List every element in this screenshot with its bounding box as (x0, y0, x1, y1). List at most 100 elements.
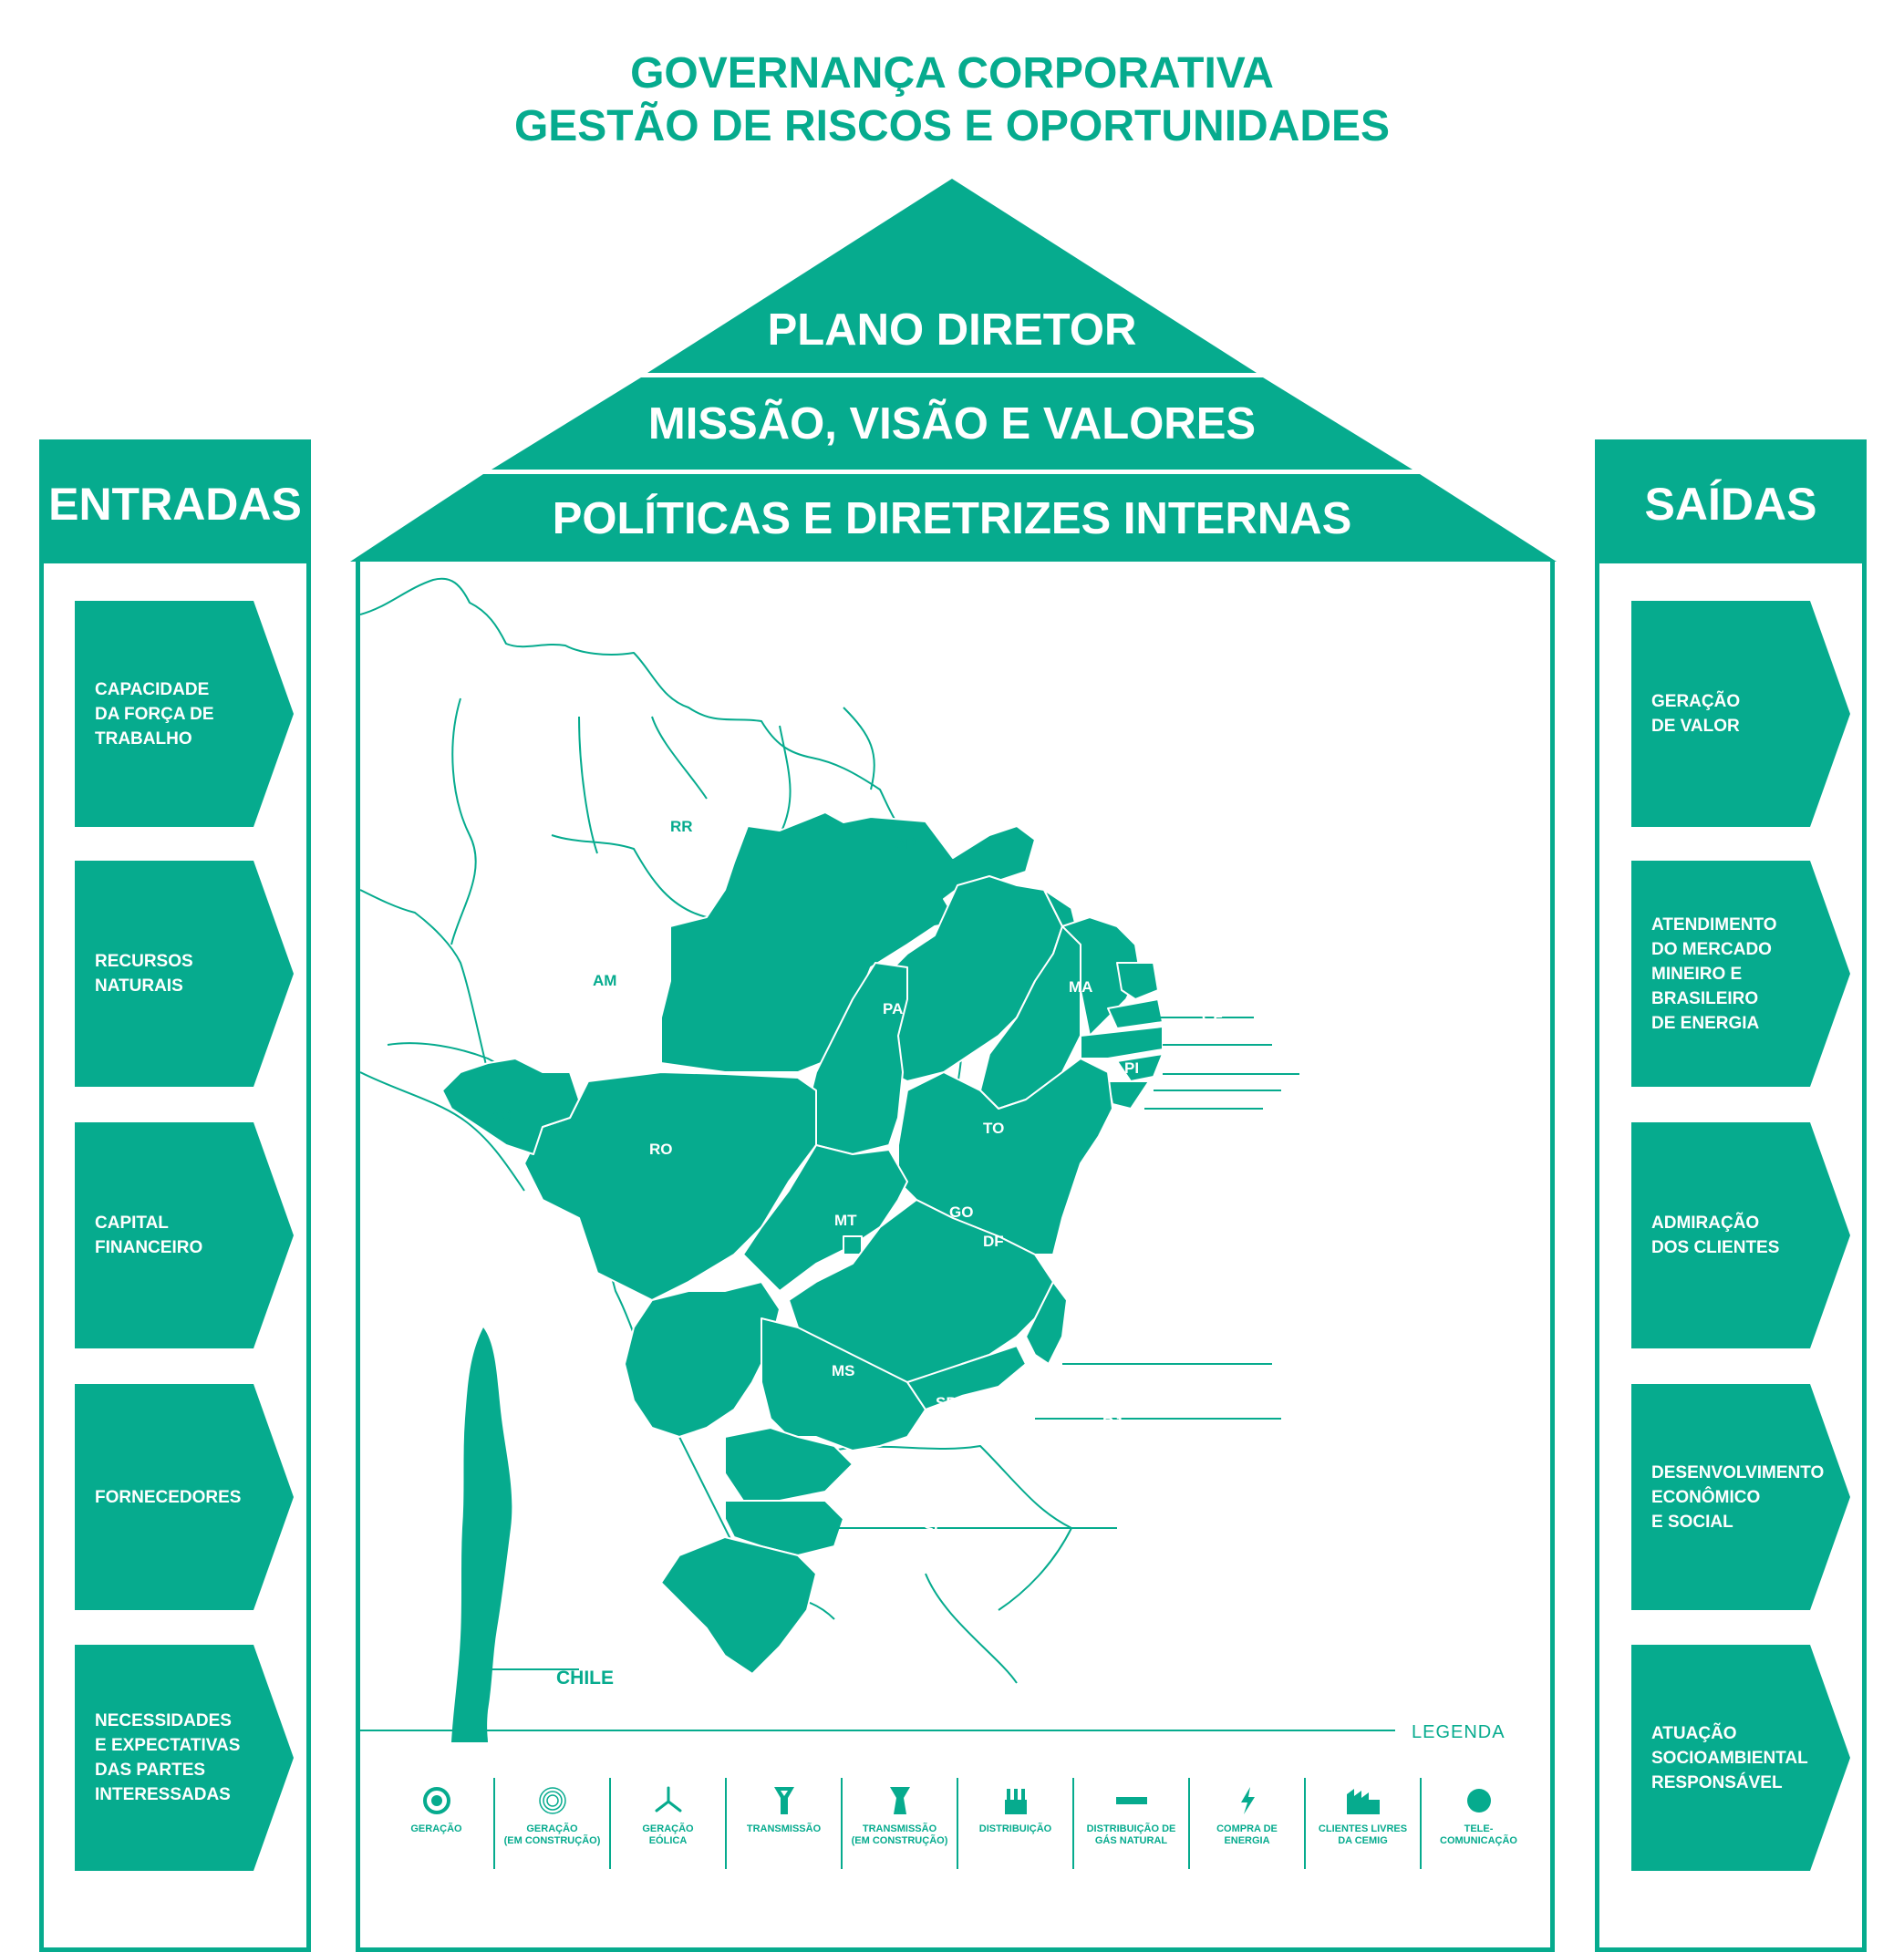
state-label-mg: MG (1072, 1266, 1098, 1284)
saidas-item-label: ATENDIMENTO DO MERCADO MINEIRO E BRASILE… (1651, 914, 1777, 1033)
state-to (806, 962, 908, 1155)
state-pe (1080, 1026, 1164, 1059)
entradas-item-label: CAPACIDADE DA FORÇA DE TRABALHO (95, 679, 214, 749)
state-go (742, 1144, 908, 1292)
legend-label: TELE- COMUNICAÇÃO (1440, 1823, 1517, 1846)
saidas-column: SAÍDAS (1595, 439, 1867, 1952)
legend-divider (1304, 1778, 1306, 1869)
transmission-tower-icon (726, 1785, 842, 1816)
legend-item-2: GERAÇÃO (EM CONSTRUÇÃO) (494, 1785, 610, 1847)
state-label-am: AM (593, 972, 617, 989)
legend-label: CLIENTES LIVRES DA CEMIG (1318, 1823, 1408, 1846)
state-label-sp: SP (936, 1394, 957, 1411)
chile-shape (451, 1327, 512, 1742)
telecom-icon (1421, 1785, 1537, 1816)
state-ms (624, 1281, 781, 1438)
roof-band-missao (492, 377, 1412, 470)
gas-distribution-icon (1073, 1785, 1189, 1816)
state-label-to: TO (983, 1120, 1005, 1137)
entradas-arrow-5: NECESSIDADES E EXPECTATIVAS DAS PARTES I… (75, 1645, 294, 1871)
legend-label: TRANSMISSÃO (746, 1823, 822, 1834)
plano-diretor-label: PLANO DIRETOR (767, 305, 1137, 355)
state-rs (660, 1536, 817, 1675)
legend-divider (841, 1778, 843, 1869)
factory-icon (1305, 1785, 1421, 1816)
entradas-arrow-4: FORNECEDORES (75, 1384, 294, 1610)
title-line-1: GOVERNANÇA CORPORATIVA (630, 49, 1274, 98)
state-label-ms: MS (832, 1362, 855, 1379)
chile-label: CHILE (556, 1668, 614, 1689)
legend-divider (1420, 1778, 1422, 1869)
politicas-label: POLÍTICAS E DIRETRIZES INTERNAS (552, 494, 1352, 543)
entradas-item-label: NECESSIDADES E EXPECTATIVAS DAS PARTES I… (95, 1711, 241, 1804)
distribution-icon (957, 1785, 1073, 1816)
saidas-arrow-5: ATUAÇÃO SOCIOAMBIENTAL RESPONSÁVEL (1631, 1645, 1850, 1871)
state-sc (724, 1500, 844, 1556)
saidas-arrow-3: ADMIRAÇÃO DOS CLIENTES (1631, 1122, 1850, 1348)
state-label-rs: RS (858, 1590, 880, 1607)
wind-turbine-icon (610, 1785, 726, 1816)
legend-divider (957, 1778, 958, 1869)
saidas-arrow-2: ATENDIMENTO DO MERCADO MINEIRO E BRASILE… (1631, 861, 1850, 1087)
entradas-item-label: RECURSOS NATURAIS (95, 952, 193, 996)
legend-divider (1072, 1778, 1074, 1869)
state-se (1107, 1080, 1150, 1110)
entradas-arrow-3: CAPITAL FINANCEIRO (75, 1122, 294, 1348)
state-label-pb: PB (1282, 1053, 1304, 1070)
legend-label: COMPRA DE ENERGIA (1216, 1823, 1278, 1846)
entradas-item-label: CAPITAL FINANCEIRO (95, 1214, 203, 1257)
state-ro (441, 1058, 580, 1155)
saidas-arrow-4: DESENVOLVIMENTO ECONÔMICO E SOCIAL (1631, 1384, 1850, 1610)
center-frame (356, 562, 1555, 1952)
state-sp (761, 1317, 926, 1451)
legend-item-1: GERAÇÃO (378, 1785, 494, 1835)
saidas-item-label: ATUAÇÃO SOCIOAMBIENTAL RESPONSÁVEL (1651, 1723, 1808, 1792)
state-label-pr: PR (916, 1461, 937, 1478)
state-label-rj: RJ (1102, 1414, 1123, 1431)
legend-divider (493, 1778, 495, 1869)
state-rn (1116, 962, 1159, 1000)
state-label-rr: RR (670, 818, 693, 835)
legend-item-6: DISTRIBUIÇÃO (957, 1785, 1073, 1835)
legend-label: TRANSMISSÃO (EM CONSTRUÇÃO) (851, 1823, 948, 1846)
legend-item-4: TRANSMISSÃO (726, 1785, 842, 1835)
state-ce (1061, 916, 1141, 1037)
entradas-item-label: FORNECEDORES (95, 1487, 242, 1507)
state-label-pa: PA (883, 1000, 904, 1017)
transmission-construction-icon (842, 1785, 957, 1816)
roof-band-plano (647, 179, 1257, 373)
legend-item-9: CLIENTES LIVRES DA CEMIG (1305, 1785, 1421, 1847)
legend-item-5: TRANSMISSÃO (EM CONSTRUÇÃO) (842, 1785, 957, 1847)
title-line-2: GESTÃO DE RISCOS E OPORTUNIDADES (513, 102, 1391, 150)
state-label-ro: RO (649, 1141, 673, 1158)
entradas-header: ENTRADAS (44, 444, 306, 563)
entradas-arrow-1: CAPACIDADE DA FORÇA DE TRABALHO (75, 601, 294, 827)
saidas-item-label: ADMIRAÇÃO DOS CLIENTES (1651, 1214, 1780, 1257)
missao-label: MISSÃO, VISÃO E VALORES (647, 399, 1257, 449)
state-al (1116, 1053, 1164, 1082)
legend-divider (609, 1778, 611, 1869)
legend-item-10: TELE- COMUNICAÇÃO (1421, 1785, 1537, 1847)
legend-label: GERAÇÃO (EM CONSTRUÇÃO) (503, 1823, 601, 1846)
legend-item-3: GERAÇÃO EÓLICA (610, 1785, 726, 1847)
state-pr (724, 1427, 854, 1502)
saidas-arrow-1: GERAÇÃO DE VALOR (1631, 601, 1850, 827)
generation-construction-icon (494, 1785, 610, 1816)
state-label-pe: PE (1282, 1090, 1303, 1108)
state-label-al: AL (1278, 1113, 1299, 1131)
state-label-ce: CE (1202, 1008, 1224, 1026)
state-label-se: SE (1257, 1132, 1278, 1150)
legend-label: GERAÇÃO (410, 1823, 462, 1834)
legend-label: GERAÇÃO EÓLICA (642, 1823, 694, 1846)
state-label-go: GO (949, 1203, 974, 1221)
entradas-column: ENTRADAS (39, 439, 311, 1952)
state-label-ba: BA (1157, 1193, 1180, 1210)
state-label-es: ES (1170, 1337, 1191, 1355)
entradas-arrow-2: RECURSOS NATURAIS (75, 861, 294, 1087)
state-label-mt: MT (834, 1212, 857, 1229)
state-df (843, 1235, 863, 1255)
legend-item-7: DISTRIBUIÇÃO DE GÁS NATURAL (1073, 1785, 1189, 1847)
legend-title: LEGENDA (1412, 1722, 1506, 1742)
state-label-sc: SC (924, 1520, 946, 1537)
roof-band-politicas (350, 474, 1557, 562)
